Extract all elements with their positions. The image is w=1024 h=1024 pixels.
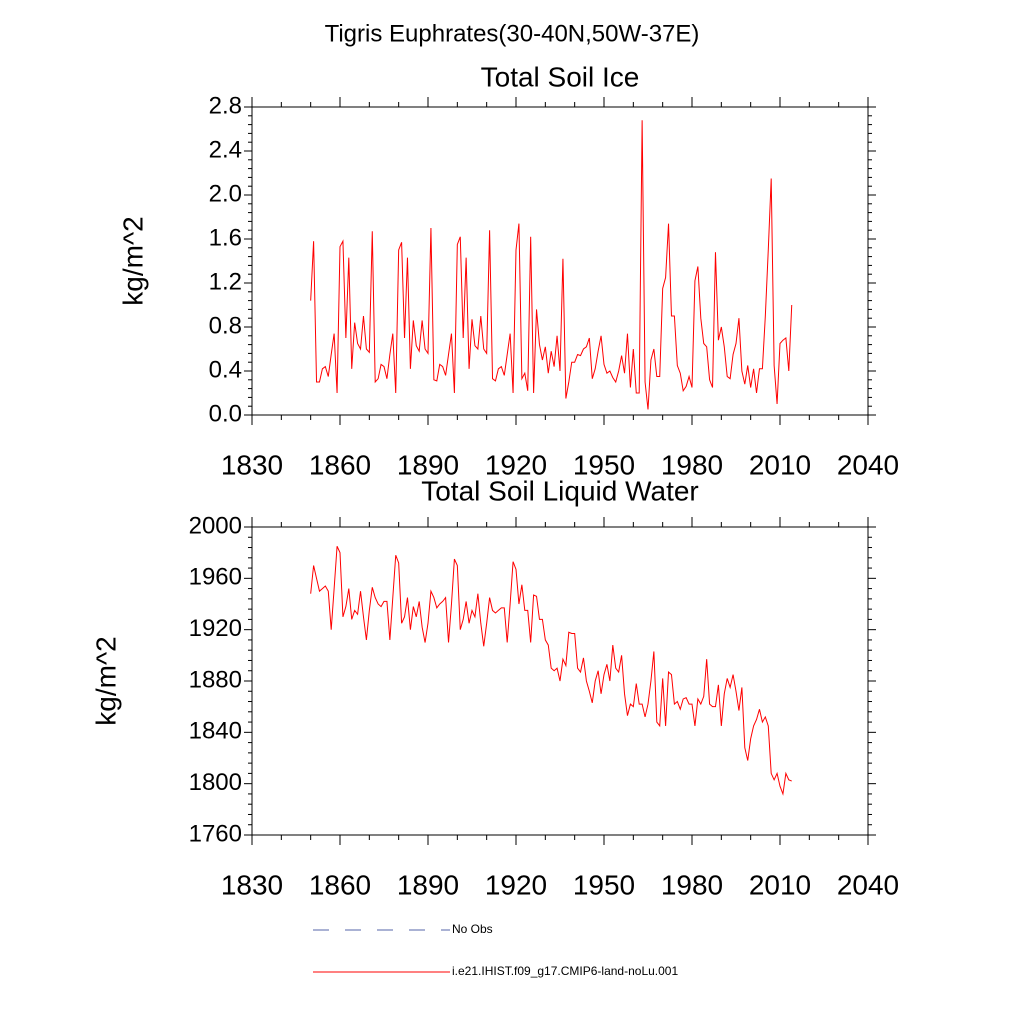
chart-title: Total Soil Ice: [481, 61, 640, 92]
y-tick-label: 0.8: [209, 312, 242, 339]
x-tick-label: 1830: [221, 869, 283, 900]
x-tick-label: 2010: [749, 449, 811, 480]
plot-frame: [251, 106, 869, 416]
x-tick-label: 1830: [221, 449, 283, 480]
y-tick-label: 1840: [189, 718, 242, 745]
y-tick-label: 1.2: [209, 268, 242, 295]
y-tick-label: 0.4: [209, 356, 242, 383]
x-tick-label: 1860: [309, 449, 371, 480]
y-tick-label: 2.4: [209, 136, 242, 163]
data-line: [310, 120, 793, 410]
chart-title: Total Soil Liquid Water: [421, 475, 699, 506]
x-tick-label: 1920: [485, 449, 547, 480]
x-tick-label: 1950: [573, 869, 635, 900]
x-tick-label: 1890: [397, 869, 459, 900]
y-tick-label: 1880: [189, 666, 242, 693]
y-axis-label: kg/m^2: [117, 216, 148, 305]
y-tick-label: 1960: [189, 564, 242, 591]
x-tick-label: 1860: [309, 869, 371, 900]
data-line: [310, 546, 792, 796]
legend-label: No Obs: [452, 922, 493, 936]
x-tick-label: 2010: [749, 869, 811, 900]
y-axis-label: kg/m^2: [90, 636, 121, 725]
x-tick-label: 1890: [397, 449, 459, 480]
y-tick-label: 2000: [189, 512, 242, 539]
x-tick-label: 1920: [485, 869, 547, 900]
y-tick-label: 1800: [189, 769, 242, 796]
y-tick-label: 0.0: [209, 400, 242, 427]
x-tick-label: 1980: [661, 449, 723, 480]
y-tick-label: 2.0: [209, 180, 242, 207]
y-tick-label: 1920: [189, 615, 242, 642]
figure-title: Tigris Euphrates(30-40N,50W-37E): [325, 20, 700, 47]
y-tick-label: 2.8: [209, 92, 242, 119]
legend-label: i.e21.IHIST.f09_g17.CMIP6-land-noLu.001: [452, 964, 678, 978]
x-tick-label: 1950: [573, 449, 635, 480]
x-tick-label: 2040: [837, 869, 899, 900]
y-tick-label: 1.6: [209, 224, 242, 251]
y-tick-label: 1760: [189, 820, 242, 847]
x-tick-label: 1980: [661, 869, 723, 900]
x-tick-label: 2040: [837, 449, 899, 480]
